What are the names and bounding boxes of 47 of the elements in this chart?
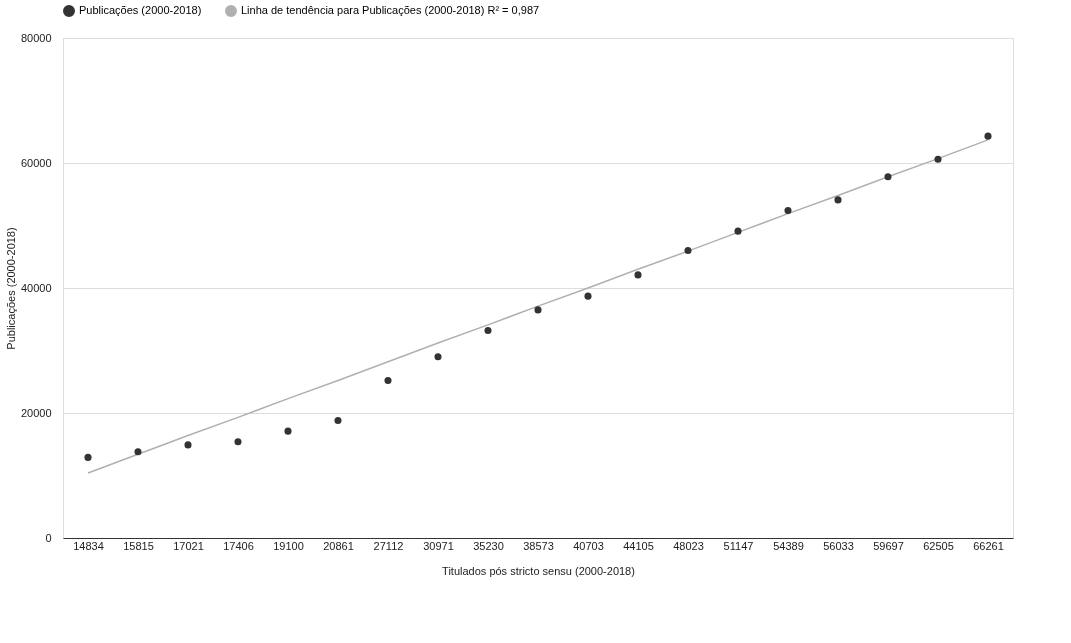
- point: [84, 453, 92, 461]
- x-tick-label: 35230: [473, 539, 504, 552]
- x-tick-label: 14834: [73, 539, 104, 552]
- y-tick-label: 80000: [20, 31, 52, 44]
- y-tick-label: 40000: [20, 281, 52, 294]
- y-axis-title: Publicações (2000-2018): [4, 227, 17, 350]
- point: [884, 173, 892, 181]
- point: [834, 196, 842, 204]
- point: [784, 206, 792, 215]
- x-tick-label: 56033: [823, 539, 854, 552]
- legend-label: Publicações (2000-2018): [79, 4, 202, 16]
- y-tick-label: 60000: [20, 156, 52, 169]
- x-tick-label: 66261: [973, 539, 1004, 552]
- x-tick-label: 38573: [523, 539, 554, 552]
- x-tick-label: 15815: [123, 539, 154, 552]
- x-tick-label: 40703: [573, 539, 604, 552]
- point: [434, 353, 442, 361]
- point: [484, 326, 492, 335]
- point: [284, 427, 292, 435]
- point: [584, 292, 592, 300]
- x-tick-label: 30971: [423, 539, 454, 552]
- x-tick-label: 17406: [223, 539, 254, 552]
- point: [634, 271, 642, 279]
- x-axis-title: Titulados pós stricto sensu (2000-2018): [442, 564, 635, 577]
- legend-label: Linha de tendência para Publicações (2000-2018) R² = 0,987: [241, 4, 540, 16]
- point: [184, 441, 192, 449]
- y-tick-label: 20000: [20, 406, 52, 419]
- x-tick-label: 27112: [373, 539, 404, 552]
- point: [684, 246, 692, 255]
- point: [734, 227, 742, 235]
- x-tick-label: 59697: [873, 539, 904, 552]
- x-tick-label: 48023: [673, 539, 704, 552]
- x-tick-label: 44105: [623, 539, 654, 552]
- point: [334, 416, 342, 425]
- point: [934, 155, 942, 163]
- point: [984, 132, 992, 140]
- point: [234, 438, 242, 446]
- point: [134, 448, 142, 456]
- x-tick-label: 54389: [773, 539, 804, 552]
- x-tick-label: 20861: [323, 539, 354, 552]
- y-tick-label: 0: [45, 531, 52, 544]
- x-tick-label: 17021: [173, 539, 204, 552]
- x-tick-label: 51147: [723, 539, 754, 552]
- point: [384, 376, 392, 385]
- x-tick-label: 62505: [923, 539, 954, 552]
- x-tick-label: 19100: [273, 539, 304, 552]
- point: [534, 306, 542, 314]
